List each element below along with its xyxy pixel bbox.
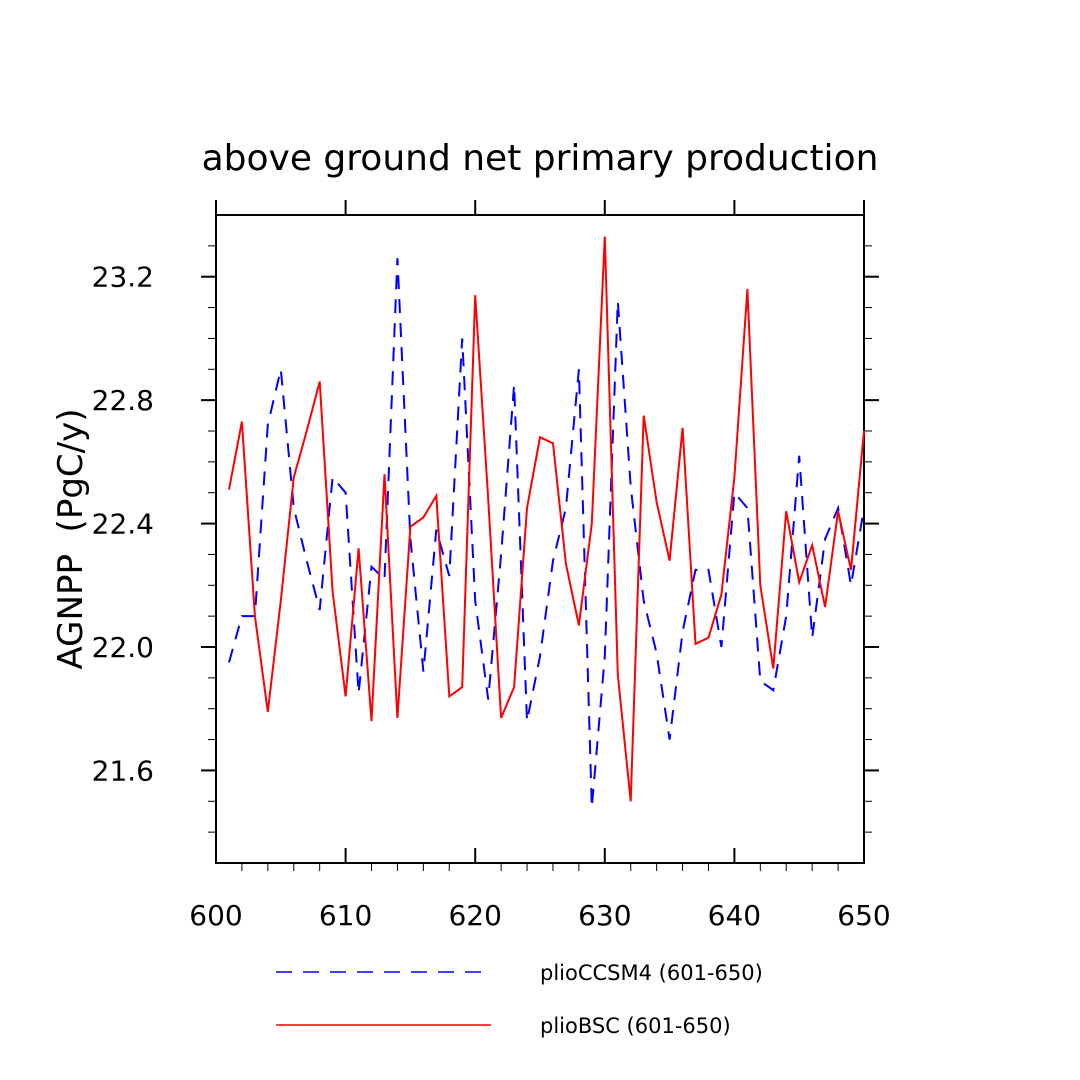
legend-label-bsc: plioBSC (601-650) <box>540 1014 731 1038</box>
axis-ticks <box>201 200 879 871</box>
x-tick-label: 640 <box>708 899 761 932</box>
y-axis-label: AGNPP (PgC/y) <box>51 409 91 670</box>
series-line-ccsm4 <box>228 258 865 808</box>
series-layer <box>228 236 865 808</box>
x-tick-label: 610 <box>319 899 372 932</box>
x-tick-label: 600 <box>189 899 242 932</box>
series-line-bsc <box>228 236 865 802</box>
x-tick-label: 650 <box>837 899 890 932</box>
y-tick-label: 22.0 <box>92 631 154 664</box>
plot-frame <box>215 214 865 864</box>
y-tick-label: 21.6 <box>92 754 154 787</box>
legend: plioCCSM4 (601-650) plioBSC (601-650) <box>276 961 763 1038</box>
chart-title: above ground net primary production <box>202 138 879 179</box>
tick-labels: 600 610 620 630 640 650 21.6 22.0 22.4 22.8 23.2 <box>92 261 891 932</box>
y-tick-label: 22.4 <box>92 508 154 541</box>
x-tick-label: 620 <box>448 899 501 932</box>
x-tick-label: 630 <box>578 899 631 932</box>
legend-label-ccsm4: plioCCSM4 (601-650) <box>540 961 763 985</box>
y-tick-label: 22.8 <box>92 384 154 417</box>
y-tick-label: 23.2 <box>92 261 154 294</box>
